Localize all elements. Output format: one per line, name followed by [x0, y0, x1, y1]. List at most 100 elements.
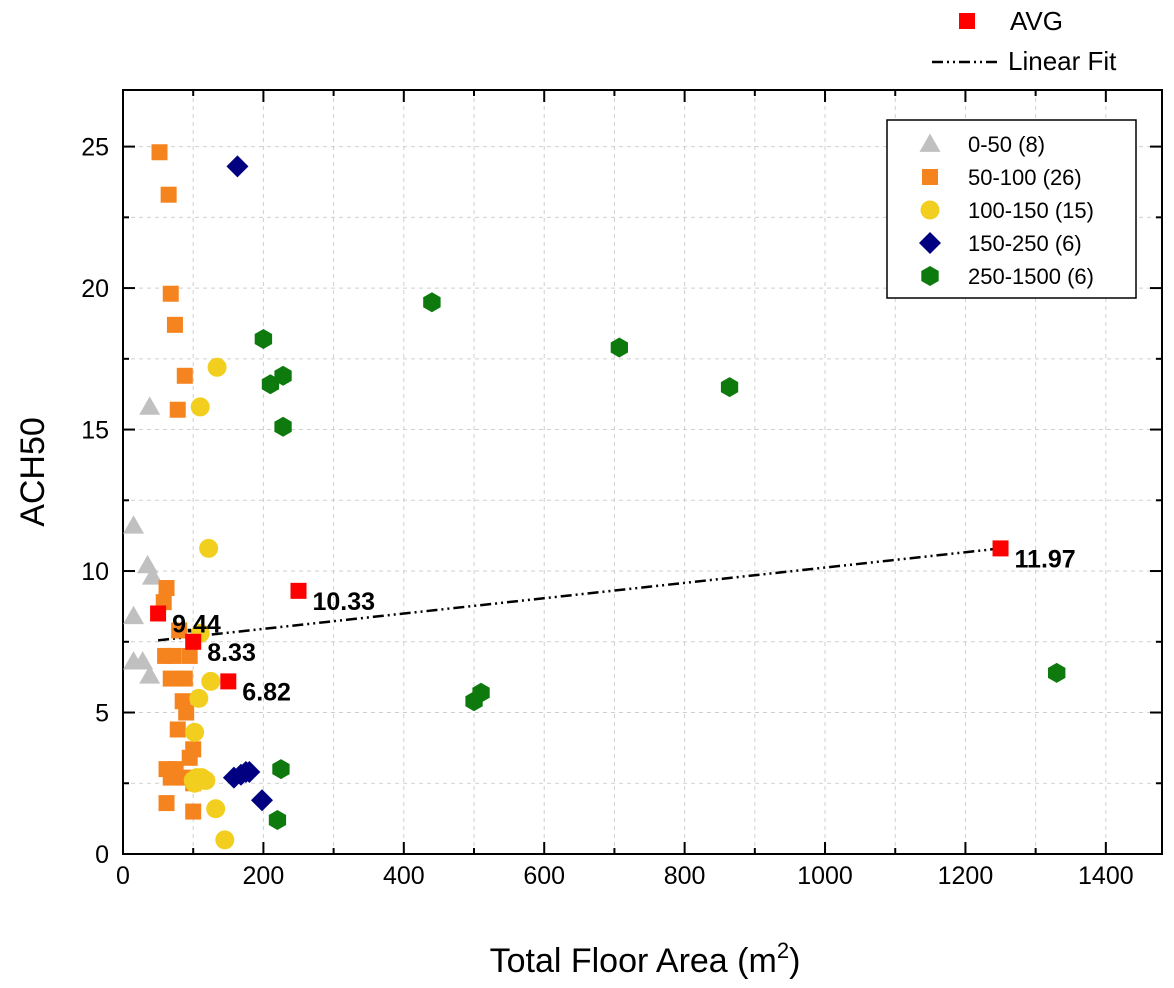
y-tick-label: 0 [95, 841, 109, 869]
square-point [176, 367, 193, 384]
square-point [162, 670, 179, 687]
hexagon-point [1048, 662, 1066, 683]
circle-point [215, 830, 235, 850]
square-point [181, 647, 198, 664]
square-point [181, 749, 198, 766]
triangle-point [139, 396, 161, 415]
series-square [151, 144, 202, 820]
legend-label: 0-50 (8) [968, 132, 1045, 157]
y-tick-label: 10 [81, 558, 109, 586]
square-point [160, 186, 177, 203]
x-axis-title-superscript: 2 [777, 938, 789, 963]
circle-point [207, 357, 227, 377]
circle-point [190, 397, 210, 417]
square-point [162, 285, 179, 302]
avg-point [992, 540, 1009, 557]
square-point [169, 721, 186, 738]
series-circle [183, 357, 235, 850]
square-point [158, 580, 175, 597]
hexagon-point [254, 329, 273, 349]
avg-data-label: 8.33 [207, 639, 256, 667]
avg-point [185, 633, 202, 650]
hexagon-point [720, 377, 739, 398]
legend-item: 100-150 (15) [920, 198, 1094, 223]
legend-label: 250-1500 (6) [968, 264, 1094, 289]
hexagon-point [465, 691, 483, 712]
avg-point [150, 605, 167, 622]
circle-point [201, 671, 221, 691]
square-point [171, 622, 188, 639]
square-point [178, 704, 195, 721]
plot-frame [122, 89, 1163, 855]
legend-item: 0-50 (8) [919, 132, 1045, 157]
avg-data-label: 6.82 [242, 678, 291, 706]
series-diamond [222, 155, 274, 812]
x-tick-label: 400 [383, 862, 425, 890]
series-hexagon [254, 292, 1066, 830]
legend-item: 150-250 (6) [919, 231, 1082, 256]
legend-label: 150-250 (6) [968, 231, 1082, 256]
hexagon-point [610, 337, 628, 358]
top-legend: AVG Linear Fit [932, 6, 1117, 76]
circle-legend-icon [920, 200, 940, 220]
avg-point [290, 582, 307, 599]
x-axis-title: Total Floor Area (m2) [490, 938, 801, 980]
y-tick-label: 5 [95, 700, 109, 728]
square-point [151, 144, 168, 161]
fit-line [157, 547, 1001, 642]
avg-legend-label: AVG [1010, 6, 1063, 36]
diamond-point [251, 789, 274, 812]
diamond-point [238, 760, 261, 783]
x-tick-label: 600 [523, 862, 565, 890]
x-tick-label: 1400 [1078, 862, 1134, 890]
circle-point [206, 799, 226, 819]
avg-point [220, 673, 237, 690]
y-tick-label: 20 [81, 275, 109, 303]
avg-data-label: 11.97 [1015, 545, 1076, 573]
square-legend-icon [922, 169, 938, 185]
avg-data-label: 10.33 [313, 588, 376, 616]
legend-label: 100-150 (15) [968, 198, 1094, 223]
x-tick-label: 1000 [797, 862, 853, 890]
triangle-point [123, 605, 145, 625]
diamond-legend-icon [919, 232, 941, 254]
linear-fit-line [157, 547, 1001, 642]
legend-label: 50-100 (26) [968, 165, 1082, 190]
hexagon-point [268, 810, 287, 830]
data-markers [123, 144, 1066, 850]
hexagon-point [261, 374, 280, 395]
square-point [165, 647, 182, 664]
triangle-point [139, 665, 161, 684]
triangle-legend-icon [919, 133, 941, 152]
square-point [185, 803, 202, 820]
x-tick-label: 1200 [938, 862, 994, 890]
triangle-point [123, 515, 145, 534]
hexagon-point [274, 416, 292, 437]
hexagon-legend-icon [921, 266, 939, 286]
circle-point [183, 770, 203, 790]
fit-legend-label: Linear Fit [1008, 46, 1117, 76]
series-triangle [123, 396, 163, 684]
y-axis-title: ACH50 [14, 417, 52, 527]
axis-ticks: 0 200 400 600 800 1000 1200 1400 0 5 10 15 20 25 [81, 90, 1162, 890]
triangle-point [141, 566, 163, 585]
triangle-point [132, 651, 154, 670]
square-point [176, 670, 193, 687]
y-tick-label: 15 [81, 417, 109, 445]
avg-legend-marker [959, 13, 975, 29]
square-point [158, 795, 175, 812]
legend-item: 250-1500 (6) [921, 264, 1094, 289]
hexagon-point [423, 292, 441, 313]
circle-point [185, 722, 205, 742]
circle-point [199, 538, 219, 558]
square-point [166, 316, 183, 333]
x-tick-label: 800 [664, 862, 706, 890]
series-legend: 0-50 (8) 50-100 (26) 100-150 (15) 150-250 (… [886, 119, 1137, 299]
hexagon-point [272, 759, 290, 780]
y-tick-label: 25 [81, 134, 109, 162]
x-tick-label: 0 [116, 862, 130, 890]
circle-point [189, 688, 209, 708]
square-point [169, 401, 186, 418]
